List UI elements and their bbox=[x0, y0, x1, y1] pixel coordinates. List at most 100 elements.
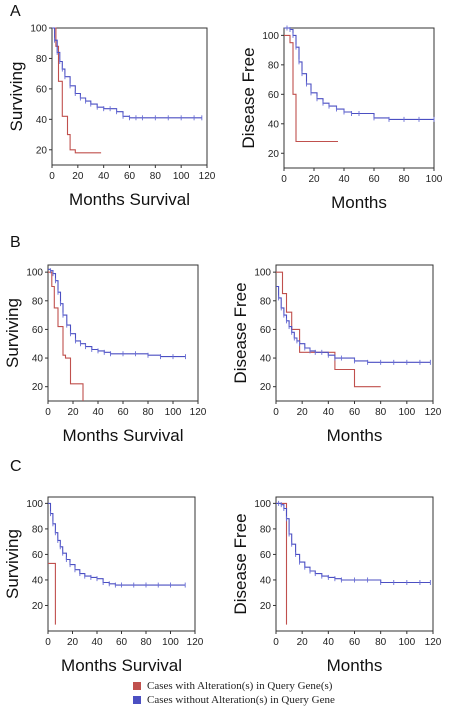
x-tick-label: 120 bbox=[187, 637, 204, 648]
chart-1: 0 20 40 60 80 100 120 20 40 60 80 100 Months Surviva… bbox=[7, 24, 216, 210]
x-tick-label: 100 bbox=[162, 637, 179, 648]
y-tick-label: 80 bbox=[36, 54, 48, 65]
unaltered-survival-curve bbox=[52, 27, 202, 119]
y-tick-label: 100 bbox=[30, 24, 47, 35]
y-tick-label: 40 bbox=[32, 575, 44, 586]
y-tick-label: 100 bbox=[262, 31, 279, 42]
x-axis-label: Months bbox=[327, 426, 383, 445]
legend: Cases with Alteration(s) in Query Gene(s… bbox=[133, 679, 335, 707]
x-tick-label: 20 bbox=[67, 637, 79, 648]
y-axis-label: Disease Free bbox=[231, 282, 250, 383]
y-tick-label: 40 bbox=[268, 119, 280, 130]
legend-item-altered: Cases with Alteration(s) in Query Gene(s… bbox=[133, 679, 335, 693]
x-tick-label: 0 bbox=[45, 407, 51, 418]
x-tick-label: 100 bbox=[426, 174, 443, 185]
y-tick-label: 80 bbox=[32, 524, 44, 535]
x-tick-label: 100 bbox=[398, 407, 415, 418]
y-axis-label: Disease Free bbox=[239, 47, 258, 148]
y-tick-label: 40 bbox=[260, 354, 272, 365]
y-tick-label: 60 bbox=[260, 550, 272, 561]
y-tick-label: 20 bbox=[32, 601, 44, 612]
altered-survival-curve bbox=[52, 27, 102, 154]
altered-survival-curve bbox=[276, 271, 381, 388]
y-tick-label: 80 bbox=[268, 60, 280, 71]
y-axis-label: Disease Free bbox=[231, 513, 250, 614]
y-tick-label: 80 bbox=[260, 524, 272, 535]
x-tick-label: 80 bbox=[150, 171, 162, 182]
x-tick-label: 120 bbox=[425, 407, 442, 418]
x-tick-label: 20 bbox=[67, 407, 79, 418]
chart-4: 0 20 40 60 80 100 120 20 40 60 80 100 Months Disease … bbox=[231, 264, 442, 445]
x-tick-label: 20 bbox=[308, 174, 320, 185]
x-tick-label: 40 bbox=[338, 174, 350, 185]
x-tick-label: 0 bbox=[49, 171, 55, 182]
x-axis-label: Months bbox=[331, 193, 387, 212]
legend-label-altered: Cases with Alteration(s) in Query Gene(s… bbox=[147, 680, 333, 692]
x-axis-label: Months Survival bbox=[63, 426, 184, 445]
y-tick-label: 60 bbox=[260, 325, 272, 336]
y-tick-label: 60 bbox=[32, 325, 44, 336]
panel-label-a: A bbox=[10, 3, 21, 20]
unaltered-survival-curve bbox=[276, 502, 431, 584]
y-tick-label: 20 bbox=[268, 149, 280, 160]
panel-label-c: C bbox=[10, 458, 22, 475]
x-tick-label: 0 bbox=[273, 637, 279, 648]
x-tick-label: 80 bbox=[398, 174, 410, 185]
y-tick-label: 80 bbox=[32, 296, 44, 307]
y-tick-label: 20 bbox=[36, 145, 48, 156]
altered-survival-curve bbox=[48, 562, 56, 625]
y-tick-label: 100 bbox=[26, 268, 43, 279]
y-axis-label: Surviving bbox=[3, 298, 22, 368]
x-tick-label: 0 bbox=[273, 407, 279, 418]
chart-2: 0 20 40 60 80 100 20 40 60 80 100 Months Disease Fre… bbox=[239, 25, 443, 212]
legend-item-unaltered: Cases without Alteration(s) in Query Gen… bbox=[133, 693, 335, 707]
altered-swatch bbox=[133, 682, 141, 690]
y-tick-label: 80 bbox=[260, 296, 272, 307]
x-tick-label: 0 bbox=[45, 637, 51, 648]
y-tick-label: 60 bbox=[268, 90, 280, 101]
unaltered-survival-curve bbox=[284, 27, 434, 120]
y-tick-label: 20 bbox=[32, 382, 44, 393]
x-tick-label: 80 bbox=[142, 407, 154, 418]
x-tick-label: 120 bbox=[425, 637, 442, 648]
x-tick-label: 20 bbox=[297, 407, 309, 418]
y-tick-label: 20 bbox=[260, 601, 272, 612]
altered-survival-curve bbox=[276, 502, 288, 625]
y-tick-label: 40 bbox=[32, 354, 44, 365]
y-tick-label: 60 bbox=[36, 84, 48, 95]
x-tick-label: 100 bbox=[165, 407, 182, 418]
x-tick-label: 60 bbox=[117, 407, 129, 418]
y-tick-label: 60 bbox=[32, 550, 44, 561]
plot-frame bbox=[283, 27, 435, 169]
x-tick-label: 0 bbox=[281, 174, 287, 185]
x-axis-label: Months bbox=[327, 656, 383, 675]
y-axis-label: Surviving bbox=[7, 62, 26, 132]
x-tick-label: 60 bbox=[124, 171, 136, 182]
unaltered-swatch bbox=[133, 696, 141, 704]
y-tick-label: 100 bbox=[254, 268, 271, 279]
x-tick-label: 20 bbox=[72, 171, 84, 182]
legend-label-unaltered: Cases without Alteration(s) in Query Gen… bbox=[147, 694, 335, 706]
panel-label-b: B bbox=[10, 234, 21, 251]
x-tick-label: 120 bbox=[190, 407, 207, 418]
x-tick-label: 40 bbox=[91, 637, 103, 648]
unaltered-survival-curve bbox=[48, 502, 186, 586]
x-tick-label: 60 bbox=[349, 407, 361, 418]
x-tick-label: 60 bbox=[349, 637, 361, 648]
altered-survival-curve bbox=[284, 34, 338, 143]
x-tick-label: 80 bbox=[140, 637, 152, 648]
x-tick-label: 80 bbox=[375, 407, 387, 418]
y-tick-label: 20 bbox=[260, 382, 272, 393]
x-tick-label: 20 bbox=[297, 637, 309, 648]
y-tick-label: 40 bbox=[36, 115, 48, 126]
chart-5: 0 20 40 60 80 100 120 20 40 60 80 100 Months Surviva… bbox=[3, 496, 204, 675]
x-tick-label: 80 bbox=[375, 637, 387, 648]
x-tick-label: 40 bbox=[323, 407, 335, 418]
altered-survival-curve bbox=[48, 271, 84, 401]
x-tick-label: 100 bbox=[398, 637, 415, 648]
y-tick-label: 100 bbox=[26, 499, 43, 510]
x-tick-label: 60 bbox=[116, 637, 128, 648]
x-tick-label: 40 bbox=[98, 171, 110, 182]
